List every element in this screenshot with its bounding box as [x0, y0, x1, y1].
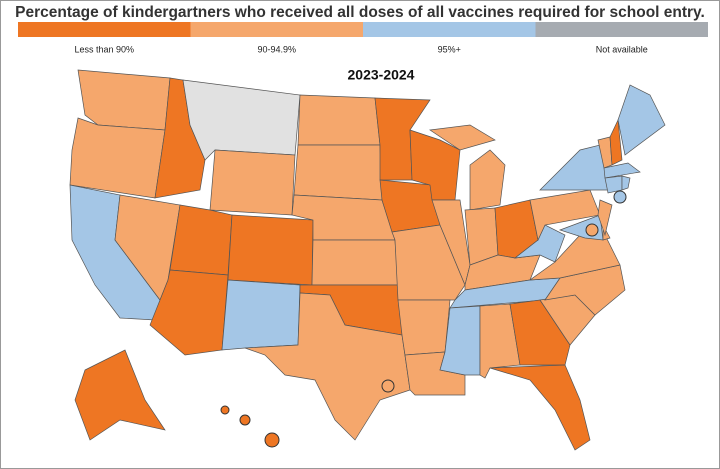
state [311, 239, 399, 286]
state [69, 117, 166, 199]
state [603, 162, 641, 179]
legend-label: 95%+ [438, 44, 461, 54]
state [509, 299, 571, 366]
state [429, 124, 496, 151]
region-dot [220, 405, 230, 415]
legend-swatch [363, 22, 536, 37]
state [617, 84, 666, 156]
legend-swatch [18, 22, 191, 37]
legend-label: Less than 90% [74, 44, 134, 54]
region-dot [239, 414, 251, 426]
state [169, 204, 233, 276]
legend: Less than 90% 90-94.9% 95%+ Not available [18, 22, 708, 54]
state [604, 175, 623, 194]
state [597, 199, 613, 237]
state [529, 189, 601, 242]
state [609, 118, 623, 166]
state [397, 299, 451, 356]
legend-label: 90-94.9% [257, 44, 296, 54]
region-dot [264, 432, 280, 448]
state [227, 214, 314, 286]
states [69, 69, 666, 451]
state [469, 149, 506, 211]
state [293, 144, 383, 201]
legend-swatch [535, 22, 708, 37]
state [621, 175, 631, 191]
state [74, 349, 166, 441]
state [489, 364, 591, 451]
state [209, 149, 296, 216]
state [244, 292, 411, 441]
region-dot [381, 379, 395, 393]
region-dot [585, 223, 599, 237]
region-dot [613, 190, 627, 204]
legend-swatch [190, 22, 363, 37]
state [221, 279, 301, 351]
map-subtitle: 2023-2024 [348, 67, 415, 83]
title: Percentage of kindergartners who receive… [15, 4, 705, 21]
legend-label: Not available [596, 44, 648, 54]
state [297, 94, 381, 146]
state [149, 269, 229, 356]
